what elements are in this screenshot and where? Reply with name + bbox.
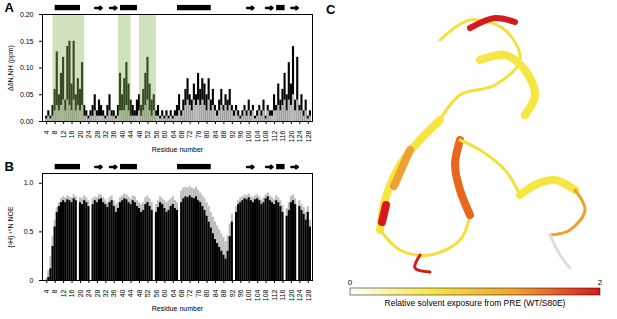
- svg-text:116: 116: [279, 289, 286, 300]
- svg-text:16: 16: [68, 289, 75, 297]
- svg-text:64: 64: [170, 130, 177, 138]
- svg-text:128: 128: [305, 130, 312, 142]
- svg-text:0.15: 0.15: [20, 37, 34, 44]
- svg-text:104: 104: [254, 130, 261, 142]
- svg-text:28: 28: [94, 289, 101, 297]
- svg-text:32: 32: [102, 289, 109, 297]
- svg-text:28: 28: [94, 130, 101, 138]
- svg-text:84: 84: [212, 130, 219, 138]
- svg-text:Residue number: Residue number: [152, 305, 204, 312]
- svg-text:48: 48: [136, 130, 143, 138]
- svg-text:ΔδN,NH (ppm): ΔδN,NH (ppm): [7, 45, 15, 91]
- svg-text:64: 64: [170, 289, 177, 297]
- svg-text:8: 8: [51, 289, 58, 293]
- svg-text:12: 12: [60, 130, 67, 138]
- svg-text:0.5: 0.5: [24, 228, 34, 235]
- svg-text:84: 84: [212, 289, 219, 297]
- svg-text:20: 20: [77, 130, 84, 138]
- svg-text:16: 16: [68, 130, 75, 138]
- svg-text:100: 100: [245, 289, 252, 301]
- svg-text:0.10: 0.10: [20, 64, 34, 71]
- svg-text:0: 0: [348, 278, 353, 287]
- svg-text:76: 76: [195, 289, 202, 297]
- svg-text:96: 96: [237, 289, 244, 297]
- svg-text:20: 20: [77, 289, 84, 297]
- svg-text:76: 76: [195, 130, 202, 138]
- svg-text:A: A: [5, 0, 15, 15]
- svg-text:4: 4: [43, 289, 50, 293]
- svg-text:{¹H} ¹⁵N NOE: {¹H} ¹⁵N NOE: [7, 206, 15, 248]
- svg-text:24: 24: [85, 130, 92, 138]
- svg-text:60: 60: [161, 130, 168, 138]
- svg-text:80: 80: [203, 289, 210, 297]
- svg-text:32: 32: [102, 130, 109, 138]
- svg-text:44: 44: [127, 289, 134, 297]
- svg-text:92: 92: [229, 289, 236, 297]
- svg-text:128: 128: [305, 289, 312, 301]
- svg-text:44: 44: [127, 130, 134, 138]
- svg-text:1.0: 1.0: [24, 179, 34, 186]
- svg-text:112: 112: [271, 289, 278, 300]
- svg-text:Residue number: Residue number: [152, 146, 204, 153]
- svg-text:68: 68: [178, 289, 185, 297]
- svg-text:2: 2: [598, 278, 603, 287]
- svg-text:100: 100: [245, 130, 252, 142]
- svg-text:60: 60: [161, 289, 168, 297]
- svg-text:124: 124: [296, 289, 303, 301]
- svg-text:68: 68: [178, 130, 185, 138]
- svg-text:8: 8: [51, 130, 58, 134]
- svg-text:108: 108: [262, 130, 269, 142]
- svg-text:52: 52: [144, 289, 151, 297]
- svg-text:96: 96: [237, 130, 244, 138]
- svg-text:104: 104: [254, 289, 261, 301]
- svg-text:36: 36: [110, 130, 117, 138]
- svg-text:88: 88: [220, 130, 227, 138]
- svg-text:36: 36: [110, 289, 117, 297]
- svg-text:120: 120: [288, 289, 295, 301]
- svg-text:0.20: 0.20: [20, 11, 34, 18]
- svg-text:0.05: 0.05: [20, 91, 34, 98]
- svg-text:48: 48: [136, 289, 143, 297]
- svg-text:0.00: 0.00: [20, 118, 34, 125]
- svg-text:12: 12: [60, 289, 67, 297]
- svg-text:0: 0: [30, 277, 34, 284]
- svg-text:Relative solvent exposure from: Relative solvent exposure from PRE (WT/S…: [385, 298, 566, 308]
- svg-text:C: C: [326, 2, 336, 17]
- svg-text:112: 112: [271, 130, 278, 141]
- svg-text:72: 72: [186, 289, 193, 297]
- svg-text:B: B: [5, 159, 14, 174]
- svg-text:4: 4: [43, 130, 50, 134]
- svg-text:24: 24: [85, 289, 92, 297]
- svg-text:40: 40: [119, 130, 126, 138]
- svg-text:108: 108: [262, 289, 269, 301]
- svg-text:56: 56: [153, 289, 160, 297]
- svg-text:72: 72: [186, 130, 193, 138]
- svg-text:92: 92: [229, 130, 236, 138]
- svg-text:116: 116: [279, 130, 286, 141]
- svg-text:80: 80: [203, 130, 210, 138]
- svg-text:88: 88: [220, 289, 227, 297]
- svg-text:52: 52: [144, 130, 151, 138]
- svg-text:40: 40: [119, 289, 126, 297]
- svg-text:124: 124: [296, 130, 303, 142]
- svg-text:56: 56: [153, 130, 160, 138]
- svg-text:120: 120: [288, 130, 295, 142]
